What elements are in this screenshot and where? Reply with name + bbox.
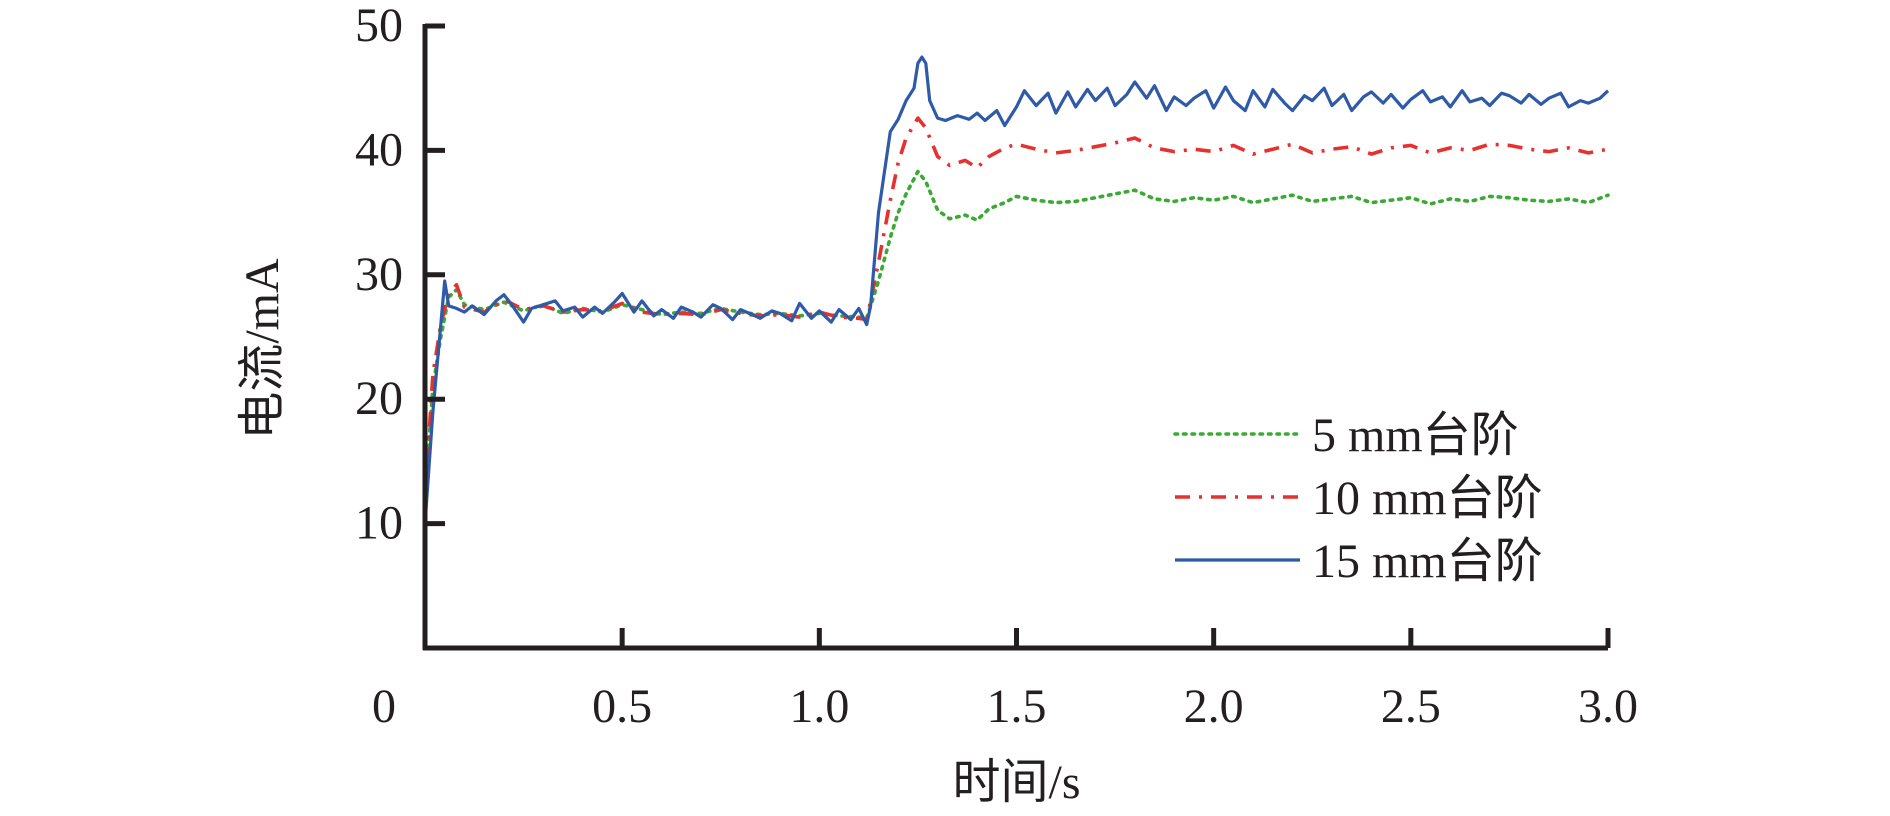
origin-label: 0	[372, 680, 396, 733]
y-tick-label: 30	[355, 248, 403, 301]
x-tick-label: 1.5	[987, 680, 1047, 733]
y-tick-label: 20	[355, 372, 403, 425]
legend-label: 5 mm台阶	[1312, 409, 1519, 462]
y-tick-label: 50	[355, 0, 403, 52]
legend-label: 15 mm台阶	[1312, 535, 1543, 588]
series-line-3	[423, 55, 1610, 524]
x-tick-label: 0.5	[592, 680, 652, 733]
y-tick-label: 40	[355, 123, 403, 176]
y-tick-label: 10	[355, 497, 403, 550]
ticks: 10 20 30 40 50 0.5 1.0 1.5 2.0 2.5 3.0	[355, 0, 1638, 733]
series-layer	[423, 55, 1610, 524]
legend-label: 10 mm台阶	[1312, 472, 1543, 525]
legend: 5 mm台阶 10 mm台阶 15 mm台阶	[1173, 409, 1543, 588]
x-tick-label: 2.5	[1381, 680, 1441, 733]
x-tick-label: 3.0	[1578, 680, 1638, 733]
x-axis-title: 时间/s	[952, 756, 1080, 809]
series-line-2	[423, 116, 1609, 499]
x-tick-label: 2.0	[1184, 680, 1244, 733]
x-tick-label: 1.0	[789, 680, 849, 733]
y-axis-title: 电流/mA	[236, 258, 289, 440]
